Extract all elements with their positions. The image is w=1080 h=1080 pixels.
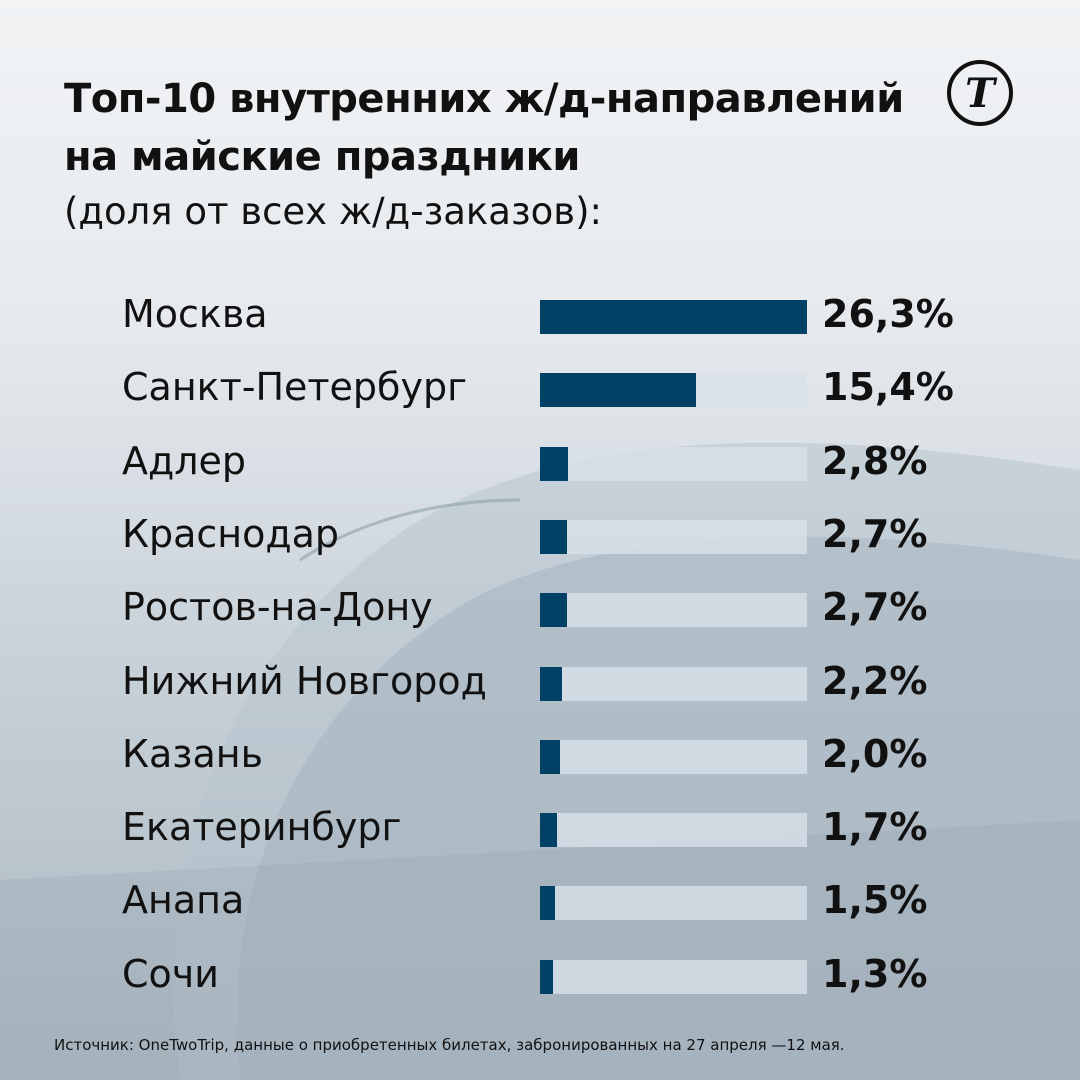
bar-row: Екатеринбург 1,7% [0, 805, 1080, 851]
bar-track [540, 446, 807, 481]
chart-subtitle: (доля от всех ж/д-заказов): [64, 190, 602, 233]
bar [540, 300, 807, 334]
bar [540, 666, 563, 701]
bar-row: Нижний Новгород 2,2% [0, 659, 1080, 705]
bar [540, 373, 697, 408]
value-label: 1,3% [822, 951, 928, 996]
title-line-1: Топ-10 внутренних ж/д-направлений [64, 76, 904, 122]
bar [540, 739, 561, 774]
category-label: Екатеринбург [122, 805, 402, 850]
bar [540, 519, 568, 554]
category-label: Нижний Новгород [122, 658, 487, 703]
category-label: Сочи [122, 951, 219, 996]
bar-track [540, 519, 807, 554]
value-label: 1,5% [822, 878, 928, 923]
bar-track [540, 813, 807, 848]
source-note: Источник: OneTwoTrip, данные о приобрете… [54, 1036, 845, 1054]
value-label: 2,8% [822, 438, 928, 483]
bar-track [540, 739, 807, 774]
bar [540, 446, 569, 481]
value-label: 2,7% [822, 585, 928, 630]
title-line-2: на майские праздники [64, 134, 580, 180]
value-label: 2,2% [822, 658, 928, 703]
category-label: Ростов-на-Дону [122, 585, 433, 630]
bar [540, 886, 556, 921]
category-label: Москва [122, 292, 268, 336]
bar-row: Сочи 1,3% [0, 952, 1080, 998]
bar-row: Адлер 2,8% [0, 439, 1080, 485]
category-label: Краснодар [122, 511, 340, 556]
category-label: Анапа [122, 878, 245, 923]
bar [540, 593, 568, 628]
bar-track [540, 593, 807, 628]
bar-track [540, 959, 807, 994]
bar-track [540, 666, 807, 701]
value-label: 15,4% [822, 365, 954, 410]
bar-row: Казань 2,0% [0, 732, 1080, 778]
bar [540, 813, 558, 848]
value-label: 2,0% [822, 731, 928, 776]
value-label: 1,7% [822, 805, 928, 850]
bar-row: Санкт-Петербург 15,4% [0, 365, 1080, 411]
value-label: 2,7% [822, 511, 928, 556]
bar-row: Анапа 1,5% [0, 878, 1080, 924]
bar-track [540, 886, 807, 921]
category-label: Казань [122, 731, 263, 776]
category-label: Санкт-Петербург [122, 365, 468, 410]
bar-row: Москва 26,3% [0, 292, 1080, 338]
publisher-logo: Т [947, 60, 1013, 126]
bar-row: Ростов-на-Дону 2,7% [0, 585, 1080, 631]
category-label: Адлер [122, 438, 247, 483]
bar-row: Краснодар 2,7% [0, 512, 1080, 558]
bar-track [540, 373, 807, 408]
bar [540, 959, 554, 994]
bar-track [540, 300, 807, 334]
value-label: 26,3% [822, 292, 954, 336]
chart-title: Топ-10 внутренних ж/д-направлений на май… [64, 70, 904, 186]
